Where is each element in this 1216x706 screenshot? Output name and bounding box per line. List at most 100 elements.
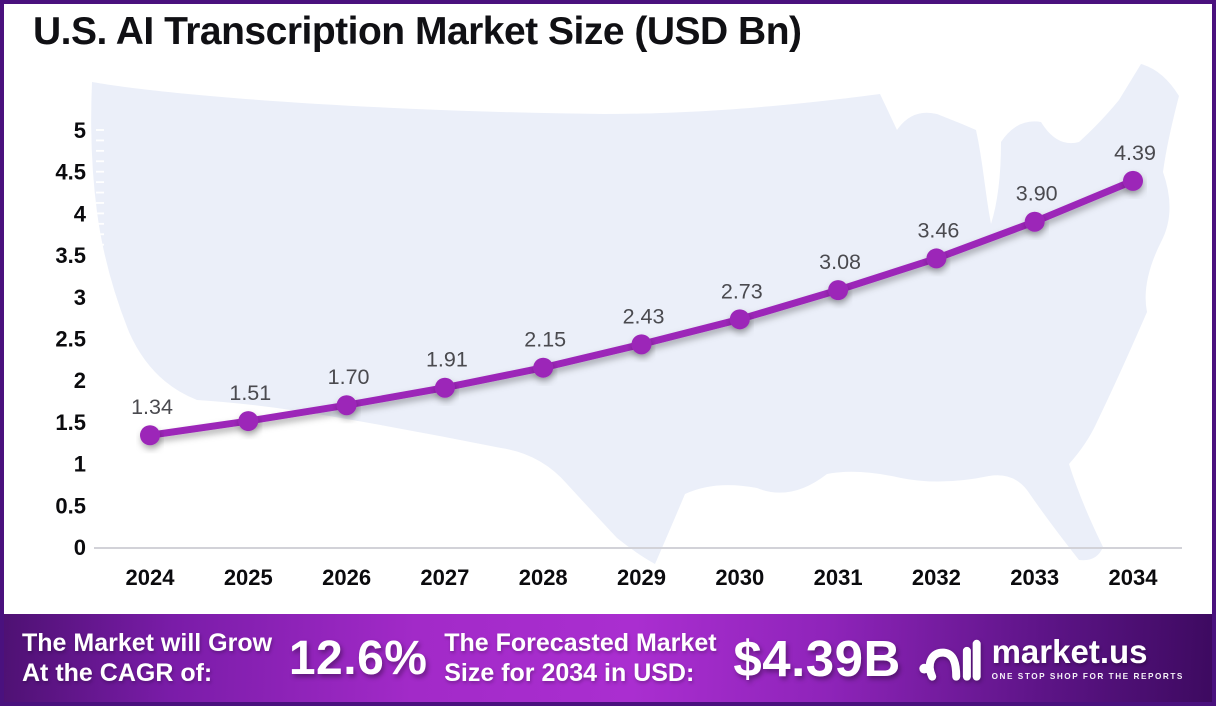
y-axis-tick-label: 4 <box>74 201 87 226</box>
x-axis-tick-label-2034: 2034 <box>1109 565 1159 590</box>
y-axis-minor-tick <box>96 379 104 382</box>
y-axis-minor-tick <box>96 337 104 340</box>
y-axis-minor-tick <box>96 149 104 152</box>
cagr-label: The Market will Grow At the CAGR of: <box>22 628 272 689</box>
cagr-label-line2: At the CAGR of: <box>22 659 213 687</box>
x-axis-tick-label-2027: 2027 <box>420 565 469 590</box>
y-axis-tick-label: 5 <box>74 118 86 143</box>
y-axis-minor-tick <box>96 285 104 288</box>
y-axis-tick-label: 2 <box>74 368 86 393</box>
data-point-2032 <box>926 248 947 269</box>
market-us-logo: market.us ONE STOP SHOP FOR THE REPORTS <box>918 629 1184 687</box>
y-axis-minor-tick <box>96 410 104 413</box>
y-axis-tick-label: 0.5 <box>55 493 86 518</box>
brand-tagline: ONE STOP SHOP FOR THE REPORTS <box>991 672 1184 681</box>
y-axis-minor-tick <box>96 389 104 392</box>
y-axis-minor-tick <box>96 222 104 225</box>
x-axis-tick-label-2024: 2024 <box>126 565 176 590</box>
y-axis-minor-tick <box>96 368 104 371</box>
y-axis-minor-tick <box>96 525 104 528</box>
data-point-2027 <box>434 377 455 398</box>
x-axis-tick-label-2026: 2026 <box>322 565 371 590</box>
y-axis-minor-tick <box>96 504 104 507</box>
y-axis-minor-tick <box>96 400 104 402</box>
y-axis-tick-label: 2.5 <box>55 327 86 352</box>
footer-banner: The Market will Grow At the CAGR of: 12.… <box>4 614 1212 702</box>
us-map-silhouette <box>91 64 1180 564</box>
data-label-2032: 3.46 <box>917 218 959 242</box>
y-axis-tick-label: 3 <box>74 285 86 310</box>
y-axis-minor-tick <box>96 129 104 131</box>
y-axis-minor-tick <box>96 243 104 246</box>
data-point-2025 <box>238 411 259 432</box>
y-axis-minor-tick <box>96 493 104 496</box>
data-point-2024 <box>140 425 160 446</box>
x-axis-tick-label-2032: 2032 <box>912 565 961 590</box>
y-axis-minor-tick <box>96 358 104 361</box>
y-axis-minor-tick <box>96 462 104 465</box>
page-title: U.S. AI Transcription Market Size (USD B… <box>33 10 802 53</box>
forecast-label: The Forecasted Market Size for 2034 in U… <box>444 628 716 689</box>
market-size-line-chart: 54.543.532.521.510.501.3420241.5120251.7… <box>55 64 1182 590</box>
y-axis-minor-tick <box>96 202 104 204</box>
y-axis-minor-tick <box>96 181 104 184</box>
forecast-label-line2: Size for 2034 in USD: <box>444 659 695 687</box>
y-axis-minor-tick <box>96 316 104 319</box>
x-axis-tick-label-2033: 2033 <box>1010 565 1059 590</box>
data-label-2028: 2.15 <box>524 328 566 352</box>
data-label-2031: 3.08 <box>819 250 861 274</box>
data-point-2030 <box>729 309 750 330</box>
cagr-label-line1: The Market will Grow <box>22 628 273 657</box>
y-axis-minor-tick <box>96 306 104 309</box>
y-axis-minor-tick <box>96 473 104 475</box>
y-axis-minor-tick <box>96 514 104 517</box>
y-axis-minor-tick <box>96 264 104 267</box>
y-axis-minor-tick <box>96 139 104 142</box>
data-label-2027: 1.91 <box>426 348 468 372</box>
x-axis-tick-label-2028: 2028 <box>519 565 568 590</box>
data-point-2026 <box>336 395 357 416</box>
y-axis-minor-tick <box>96 535 104 538</box>
y-axis-minor-tick <box>96 170 104 173</box>
data-point-2033 <box>1024 211 1045 232</box>
data-point-2028 <box>533 357 554 378</box>
data-point-2034 <box>1123 170 1143 191</box>
chart-section: U.S. AI Transcription Market Size (USD B… <box>4 4 1212 614</box>
data-label-2030: 2.73 <box>721 279 763 303</box>
data-label-2033: 3.90 <box>1016 182 1058 206</box>
data-label-2026: 1.70 <box>328 365 370 389</box>
y-axis-minor-tick <box>96 233 104 236</box>
y-axis-minor-tick <box>96 275 104 277</box>
y-axis-tick-label: 1 <box>74 452 86 477</box>
brand-name: market.us <box>991 633 1148 670</box>
y-axis-minor-tick <box>96 212 104 215</box>
x-axis-tick-label-2029: 2029 <box>617 565 666 590</box>
forecast-label-line1: The Forecasted Market <box>444 628 717 657</box>
y-axis-tick-label: 4.5 <box>55 160 86 185</box>
y-axis-tick-label: 1.5 <box>55 410 86 435</box>
y-axis-tick-label: 3.5 <box>55 243 86 268</box>
y-axis-minor-tick <box>96 191 104 194</box>
y-axis-minor-tick <box>96 160 104 163</box>
y-axis-tick-label: 0 <box>74 535 86 560</box>
y-axis-minor-tick <box>96 421 104 423</box>
data-label-2025: 1.51 <box>229 381 271 405</box>
y-axis-minor-tick <box>96 483 104 486</box>
y-axis-minor-tick <box>96 254 104 256</box>
x-axis-tick-label-2030: 2030 <box>715 565 764 590</box>
data-label-2034: 4.39 <box>1114 141 1156 165</box>
y-axis-minor-tick <box>96 348 104 350</box>
data-point-2029 <box>631 334 652 355</box>
market-us-logo-icon <box>918 639 981 681</box>
cagr-value: 12.6% <box>288 631 428 685</box>
x-axis-tick-label-2025: 2025 <box>224 565 273 590</box>
y-axis-minor-tick <box>96 441 104 444</box>
data-point-2031 <box>828 280 849 301</box>
brand-text: market.us ONE STOP SHOP FOR THE REPORTS <box>992 635 1184 681</box>
y-axis-minor-tick <box>96 452 104 455</box>
y-axis-minor-tick <box>96 431 104 434</box>
x-axis-tick-label-2031: 2031 <box>814 565 863 590</box>
y-axis-minor-tick <box>96 295 104 298</box>
data-label-2029: 2.43 <box>623 304 665 328</box>
